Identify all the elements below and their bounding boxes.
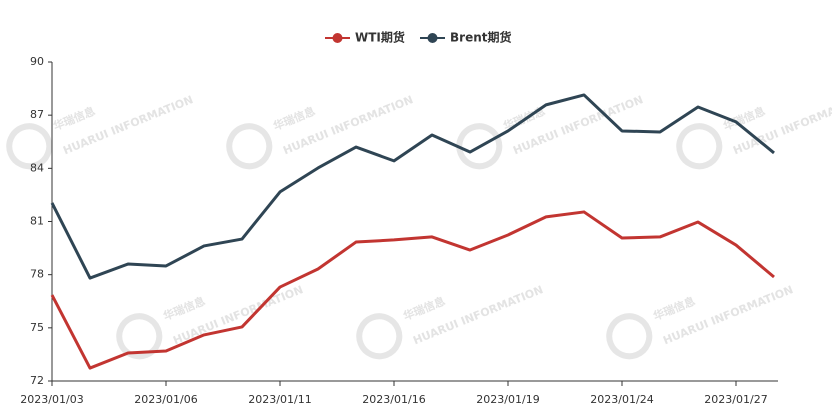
y-tick-label: 81 xyxy=(30,215,44,228)
watermark-title: 华瑞信息 xyxy=(161,294,207,323)
watermark-subtitle: HUARUI INFORMATION xyxy=(661,283,795,347)
series-line xyxy=(50,93,775,280)
watermark-logo xyxy=(116,313,163,360)
watermark-title: 华瑞信息 xyxy=(271,104,317,133)
x-tick-label: 2023/01/16 xyxy=(362,393,425,406)
watermark-logo xyxy=(6,123,53,170)
y-tick-label: 90 xyxy=(30,55,44,68)
x-tick-label: 2023/01/06 xyxy=(134,393,197,406)
watermark-title: 华瑞信息 xyxy=(401,294,447,323)
y-tick-label: 87 xyxy=(30,108,44,121)
watermark-logo xyxy=(456,123,503,170)
legend-marker xyxy=(427,33,438,43)
y-tick-label: 78 xyxy=(30,268,44,281)
watermark-subtitle: HUARUI INFORMATION xyxy=(171,283,305,347)
watermark-subtitle: HUARUI INFORMATION xyxy=(511,93,645,157)
legend-marker xyxy=(332,33,343,43)
x-tick-label: 2023/01/19 xyxy=(476,393,539,406)
x-tick-label: 2023/01/27 xyxy=(704,393,767,406)
watermark-subtitle: HUARUI INFORMATION xyxy=(411,283,545,347)
y-tick-label: 75 xyxy=(30,321,44,334)
series-line xyxy=(50,210,775,370)
watermark-title: 华瑞信息 xyxy=(651,294,697,323)
y-tick-label: 84 xyxy=(30,161,44,174)
legend-label: Brent期货 xyxy=(450,30,511,45)
legend-label: WTI期货 xyxy=(355,30,405,45)
watermark-title: 华瑞信息 xyxy=(51,104,97,133)
y-tick-label: 72 xyxy=(30,374,44,387)
x-tick-label: 2023/01/11 xyxy=(248,393,311,406)
watermark-logo xyxy=(356,313,403,360)
watermark-subtitle: HUARUI INFORMATION xyxy=(281,93,415,157)
watermark-logo xyxy=(226,123,273,170)
x-tick-label: 2023/01/03 xyxy=(20,393,83,406)
watermark-logo xyxy=(676,123,723,170)
watermark-subtitle: HUARUI INFORMATION xyxy=(731,93,832,157)
watermark-logo xyxy=(606,313,653,360)
watermark-subtitle: HUARUI INFORMATION xyxy=(61,93,195,157)
x-tick-label: 2023/01/24 xyxy=(590,393,653,406)
